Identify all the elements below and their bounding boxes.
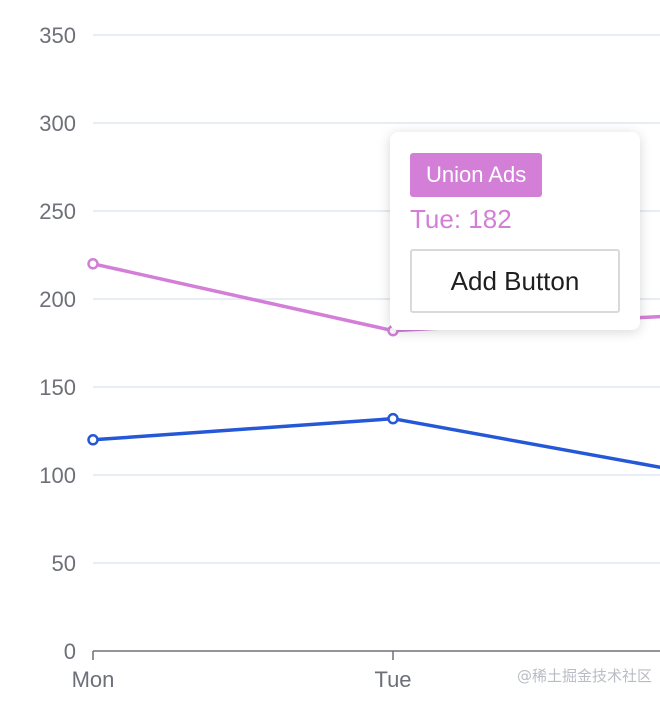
y-tick-label: 300 bbox=[39, 111, 76, 136]
y-tick-label: 250 bbox=[39, 199, 76, 224]
data-point[interactable] bbox=[387, 412, 399, 425]
watermark: @稀土掘金技术社区 bbox=[517, 667, 652, 685]
y-tick-label: 0 bbox=[64, 639, 76, 664]
grid-lines bbox=[93, 34, 660, 564]
y-tick-label: 150 bbox=[39, 375, 76, 400]
tooltip-value: Tue: 182 bbox=[410, 204, 512, 234]
data-point[interactable] bbox=[87, 434, 99, 446]
y-axis-tick-labels: 0 50 100 150 200 250 300 350 bbox=[39, 23, 76, 664]
y-tick-label: 200 bbox=[39, 287, 76, 312]
x-axis: Mon Tue bbox=[72, 650, 660, 692]
data-point[interactable] bbox=[87, 258, 99, 270]
series-line bbox=[92, 416, 660, 470]
y-tick-label: 100 bbox=[39, 463, 76, 488]
x-tick-label: Tue bbox=[374, 667, 411, 692]
y-tick-label: 350 bbox=[39, 23, 76, 48]
y-tick-label: 50 bbox=[52, 551, 76, 576]
tooltip: Union Ads Tue: 182 Add Button bbox=[390, 132, 640, 330]
x-tick-label: Mon bbox=[72, 667, 115, 692]
add-button[interactable]: Add Button bbox=[410, 249, 620, 313]
tooltip-series-badge: Union Ads bbox=[410, 153, 543, 197]
